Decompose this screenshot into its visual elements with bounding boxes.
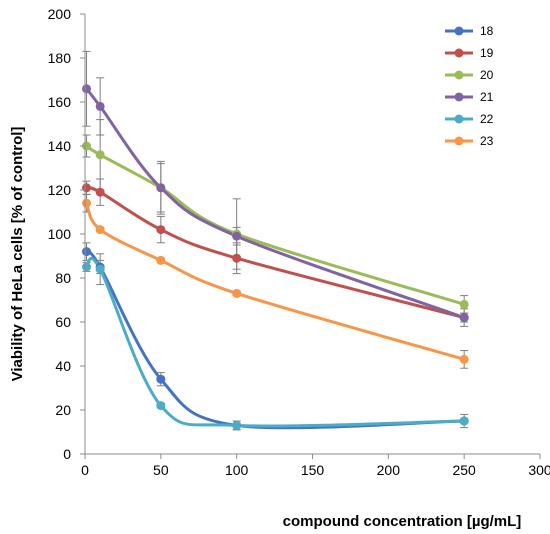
legend-item-21: 21 (445, 90, 494, 104)
data-point-18 (156, 374, 166, 384)
data-point-19 (95, 187, 105, 197)
data-point-20 (95, 150, 105, 160)
data-point-18 (82, 247, 92, 257)
data-point-23 (82, 198, 92, 208)
legend-label: 21 (480, 90, 494, 104)
data-point-19 (232, 253, 242, 263)
series-markers (82, 84, 469, 430)
data-point-23 (459, 354, 469, 364)
y-axis-title: Viability of HeLa cells [% of control] (9, 127, 26, 382)
x-tick-label: 50 (153, 462, 169, 478)
series-lines (85, 87, 465, 430)
data-point-23 (156, 255, 166, 265)
y-tick-label: 120 (48, 182, 72, 198)
legend-item-22: 22 (445, 112, 494, 126)
data-point-22 (232, 420, 242, 430)
y-tick-label: 40 (55, 358, 71, 374)
legend-marker (454, 92, 464, 102)
legend-label: 20 (480, 68, 494, 82)
legend-label: 18 (480, 24, 494, 38)
y-tick-label: 160 (48, 94, 72, 110)
legend-item-23: 23 (445, 134, 494, 148)
data-point-23 (95, 225, 105, 235)
y-tick-label: 200 (48, 6, 72, 22)
x-tick-label: 250 (452, 462, 476, 478)
y-tick-label: 60 (55, 314, 71, 330)
data-point-21 (459, 313, 469, 323)
x-tick-label: 100 (225, 462, 249, 478)
legend-marker (454, 136, 464, 146)
data-point-22 (82, 262, 92, 272)
y-tick-label: 0 (63, 446, 71, 462)
legend-marker (454, 48, 464, 58)
legend-item-18: 18 (445, 24, 494, 38)
series-line-21 (85, 87, 465, 320)
y-tick-label: 100 (48, 226, 72, 242)
data-point-20 (82, 141, 92, 151)
data-point-19 (156, 225, 166, 235)
y-tick-label: 20 (55, 402, 71, 418)
x-axis-title: compound concentration [µg/mL] (283, 513, 522, 530)
data-point-22 (156, 401, 166, 411)
legend-marker (454, 70, 464, 80)
x-tick-label: 300 (528, 462, 550, 478)
data-point-22 (95, 264, 105, 274)
data-point-21 (232, 231, 242, 241)
legend-label: 19 (480, 46, 494, 60)
x-tick-labels: 0 50 100 150 200 250 300 (81, 462, 550, 478)
legend-marker (454, 26, 464, 36)
data-point-23 (232, 288, 242, 298)
y-tick-labels: 0 20 40 60 80 100 120 140 160 180 200 (48, 6, 72, 462)
data-point-21 (156, 183, 166, 193)
legend: 18 19 20 21 22 23 (445, 24, 494, 148)
data-point-21 (95, 101, 105, 111)
x-tick-label: 150 (301, 462, 325, 478)
legend-marker (454, 114, 464, 124)
data-point-21 (82, 84, 92, 94)
legend-item-19: 19 (445, 46, 494, 60)
data-point-20 (459, 299, 469, 309)
y-tick-label: 140 (48, 138, 72, 154)
legend-label: 23 (480, 134, 494, 148)
x-tick-label: 200 (377, 462, 401, 478)
series-line-23 (85, 202, 465, 361)
x-tick-label: 0 (81, 462, 89, 478)
axes (80, 13, 541, 459)
data-point-22 (459, 416, 469, 426)
y-tick-label: 80 (55, 270, 71, 286)
series-line-18 (85, 250, 465, 430)
y-tick-label: 180 (48, 50, 72, 66)
legend-label: 22 (480, 112, 494, 126)
data-point-19 (82, 183, 92, 193)
legend-item-20: 20 (445, 68, 494, 82)
